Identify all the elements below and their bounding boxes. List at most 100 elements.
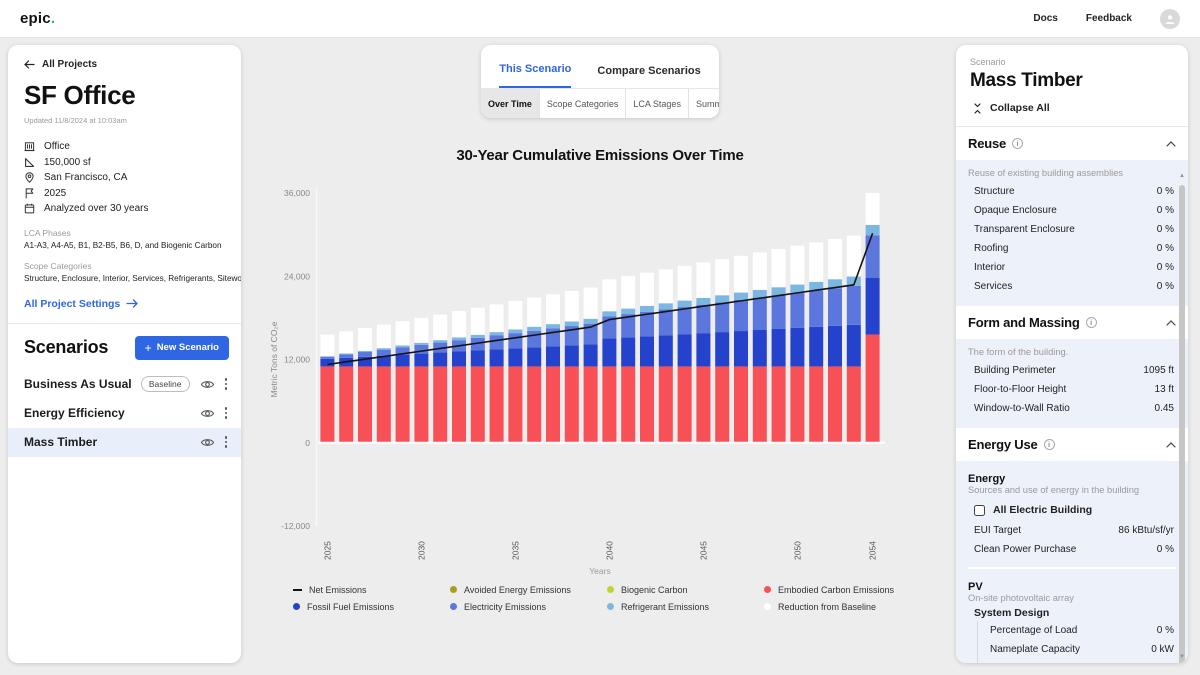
bar-segment[interactable] — [809, 326, 824, 367]
bar-segment[interactable] — [376, 349, 391, 356]
bar-segment[interactable] — [677, 307, 692, 335]
bar-segment[interactable] — [395, 345, 410, 348]
bar-segment[interactable] — [715, 366, 730, 443]
bar-segment[interactable] — [489, 349, 504, 367]
bar-segment[interactable] — [658, 366, 673, 443]
tab-compare-scenarios[interactable]: Compare Scenarios — [597, 65, 701, 77]
bar-segment[interactable] — [846, 285, 861, 325]
section-header-energy-use[interactable]: Energy Use i — [956, 428, 1188, 461]
bar-segment[interactable] — [602, 338, 617, 367]
subtab-summary[interactable]: Summary — [688, 89, 719, 118]
user-avatar[interactable] — [1160, 8, 1180, 29]
bar-segment[interactable] — [677, 366, 692, 443]
field-row[interactable]: Nameplate Capacity 0 kW — [990, 644, 1174, 655]
bar-segment[interactable] — [583, 318, 598, 324]
bar-segment[interactable] — [564, 366, 579, 443]
bar-segment[interactable] — [696, 304, 711, 334]
bar-segment[interactable] — [734, 366, 748, 443]
field-row[interactable]: Transparent Enclosure 0 % — [974, 224, 1174, 235]
bar-segment[interactable] — [376, 355, 391, 367]
bar-segment[interactable] — [376, 366, 391, 443]
all-electric-building-checkbox[interactable]: All Electric Building — [968, 499, 1176, 521]
bar-segment[interactable] — [452, 366, 466, 443]
bar-segment[interactable] — [489, 304, 504, 333]
bar-segment[interactable] — [414, 344, 429, 354]
bar-segment[interactable] — [790, 292, 805, 328]
kebab-menu-icon[interactable] — [223, 405, 230, 421]
scroll-down-arrow[interactable]: ▼ — [1179, 654, 1185, 660]
field-row[interactable]: Percentage of Load 0 % — [990, 625, 1174, 636]
bar-segment[interactable] — [358, 352, 372, 357]
bar-segment[interactable] — [320, 356, 335, 359]
bar-segment[interactable] — [583, 366, 598, 443]
bar-segment[interactable] — [828, 366, 842, 443]
bar-segment[interactable] — [621, 314, 636, 338]
bar-segment[interactable] — [320, 358, 335, 367]
eye-icon[interactable] — [200, 408, 215, 419]
bar-segment[interactable] — [433, 366, 448, 443]
bar-segment[interactable] — [734, 292, 748, 300]
bar-segment[interactable] — [358, 356, 372, 367]
bar-segment[interactable] — [658, 309, 673, 336]
bar-segment[interactable] — [658, 303, 673, 310]
bar-segment[interactable] — [452, 337, 466, 341]
bar-segment[interactable] — [790, 327, 805, 367]
bar-segment[interactable] — [414, 366, 429, 443]
field-row[interactable]: Roofing 0 % — [974, 243, 1174, 254]
bar-segment[interactable] — [865, 235, 880, 278]
bar-segment[interactable] — [809, 281, 824, 291]
info-icon[interactable]: i — [1012, 138, 1024, 149]
bar-segment[interactable] — [809, 366, 824, 443]
bar-segment[interactable] — [546, 366, 560, 443]
bar-segment[interactable] — [320, 334, 335, 357]
bar-segment[interactable] — [395, 347, 410, 355]
bar-segment[interactable] — [752, 330, 767, 367]
bar-segment[interactable] — [640, 336, 654, 367]
bar-segment[interactable] — [865, 334, 880, 443]
bar-segment[interactable] — [564, 345, 579, 367]
bar-segment[interactable] — [865, 277, 880, 335]
collapse-all-button[interactable]: Collapse All — [972, 102, 1174, 114]
bar-segment[interactable] — [846, 324, 861, 367]
field-row[interactable]: Floor-to-Floor Height 13 ft — [974, 384, 1174, 395]
bar-segment[interactable] — [395, 366, 410, 443]
bar-segment[interactable] — [339, 331, 354, 354]
field-row[interactable]: Services 0 % — [974, 281, 1174, 292]
new-scenario-button[interactable]: + New Scenario — [134, 335, 229, 360]
bar-segment[interactable] — [508, 348, 523, 367]
all-project-settings-link[interactable]: All Project Settings — [24, 298, 225, 310]
bar-segment[interactable] — [602, 311, 617, 317]
bar-segment[interactable] — [752, 289, 767, 298]
bar-segment[interactable] — [470, 334, 485, 338]
bar-segment[interactable] — [414, 317, 429, 343]
info-icon[interactable]: i — [1043, 439, 1055, 450]
bar-segment[interactable] — [527, 297, 542, 327]
bar-segment[interactable] — [752, 366, 767, 443]
bar-segment[interactable] — [828, 325, 842, 367]
eye-icon[interactable] — [200, 437, 215, 448]
bar-segment[interactable] — [602, 316, 617, 339]
docs-link[interactable]: Docs — [1033, 13, 1058, 24]
bar-segment[interactable] — [602, 279, 617, 312]
bar-segment[interactable] — [865, 224, 880, 236]
bar-segment[interactable] — [771, 328, 786, 367]
bar-segment[interactable] — [846, 366, 861, 443]
bar-segment[interactable] — [658, 269, 673, 304]
bar-segment[interactable] — [828, 279, 842, 289]
bar-segment[interactable] — [696, 366, 711, 443]
bar-segment[interactable] — [771, 287, 786, 296]
bar-segment[interactable] — [621, 275, 636, 309]
bar-segment[interactable] — [527, 347, 542, 367]
bar-segment[interactable] — [734, 299, 748, 332]
feedback-link[interactable]: Feedback — [1085, 13, 1132, 24]
eye-icon[interactable] — [200, 379, 215, 390]
bar-segment[interactable] — [621, 337, 636, 367]
bar-segment[interactable] — [546, 324, 560, 329]
tab-this-scenario[interactable]: This Scenario — [499, 63, 572, 88]
scenario-row-energy-efficiency[interactable]: Energy Efficiency — [8, 399, 241, 428]
bar-segment[interactable] — [640, 272, 654, 306]
bar-segment[interactable] — [489, 335, 504, 350]
bar-segment[interactable] — [508, 333, 523, 349]
field-row[interactable]: Opaque Enclosure 0 % — [974, 205, 1174, 216]
scenario-row-business-as-usual[interactable]: Business As Usual Baseline — [8, 370, 241, 399]
